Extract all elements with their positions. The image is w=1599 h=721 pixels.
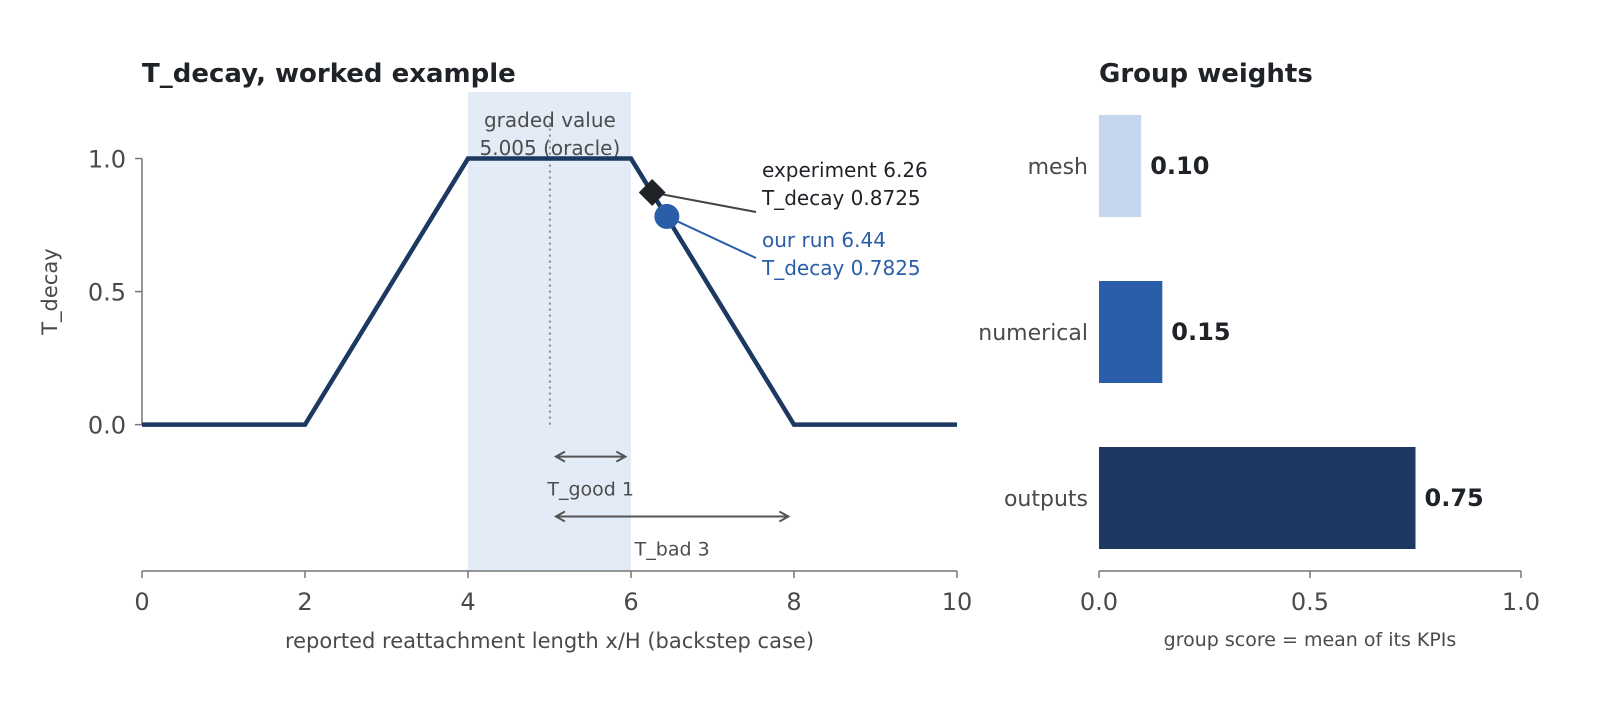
t-good-label: T_good 1: [546, 479, 634, 501]
experiment-leader-line: [652, 191, 757, 213]
x-tick-label: 2: [297, 588, 312, 616]
oracle-label-line2: 5.005 (oracle): [480, 136, 621, 160]
t-bad-label: T_bad 3: [634, 538, 710, 560]
our-run-leader-line: [666, 215, 757, 259]
group-weights-title: Group weights: [1099, 59, 1313, 89]
group-weights-chart: Group weights mesh 0.10 numerical 0.15 outpu…: [978, 59, 1540, 651]
category-label: numerical: [978, 321, 1088, 346]
weights-x-tick-label: 0.5: [1291, 588, 1329, 616]
y-ticks: 0.0 0.5 1.0: [88, 146, 142, 440]
experiment-label-line2: T_decay 0.8725: [761, 186, 921, 210]
x-tick-label: 10: [942, 588, 973, 616]
x-ticks: 0 2 4 6 8 10: [134, 571, 972, 616]
experiment-label-line1: experiment 6.26: [762, 158, 928, 182]
y-tick-label: 1.0: [88, 146, 126, 174]
bar-value-label: 0.75: [1425, 484, 1484, 512]
t-decay-curve: [142, 156, 957, 427]
our-run-label-line1: our run 6.44: [762, 228, 886, 252]
weights-x-ticks: 0.0 0.5 1.0: [1080, 571, 1540, 616]
y-tick-label: 0.0: [88, 412, 126, 440]
weights-x-axis-label: group score = mean of its KPIs: [1164, 629, 1457, 651]
y-axis-label: T_decay: [38, 248, 63, 335]
t-decay-chart: T_decay, worked example graded value 5.0…: [38, 59, 972, 653]
our-run-point: [654, 203, 680, 229]
bars: mesh 0.10 numerical 0.15 outputs 0.75: [978, 115, 1484, 549]
weights-x-tick-label: 1.0: [1502, 588, 1540, 616]
x-tick-label: 0: [134, 588, 149, 616]
experiment-point: [638, 179, 666, 206]
category-label: outputs: [1004, 487, 1088, 512]
x-tick-label: 4: [460, 588, 475, 616]
x-tick-label: 6: [623, 588, 638, 616]
weights-x-tick-label: 0.0: [1080, 588, 1118, 616]
bar-outputs: [1099, 447, 1416, 549]
our-run-label-line2: T_decay 0.7825: [761, 256, 921, 280]
bar-value-label: 0.10: [1150, 152, 1209, 180]
bar-numerical: [1099, 281, 1163, 383]
bar-value-label: 0.15: [1171, 318, 1230, 346]
y-tick-label: 0.5: [88, 279, 126, 307]
x-axis-label: reported reattachment length x/H (backst…: [285, 629, 814, 653]
oracle-label-line1: graded value: [484, 108, 616, 132]
t-decay-chart-title: T_decay, worked example: [142, 59, 516, 89]
x-tick-label: 8: [786, 588, 801, 616]
category-label: mesh: [1028, 155, 1088, 180]
bar-mesh: [1099, 115, 1142, 217]
